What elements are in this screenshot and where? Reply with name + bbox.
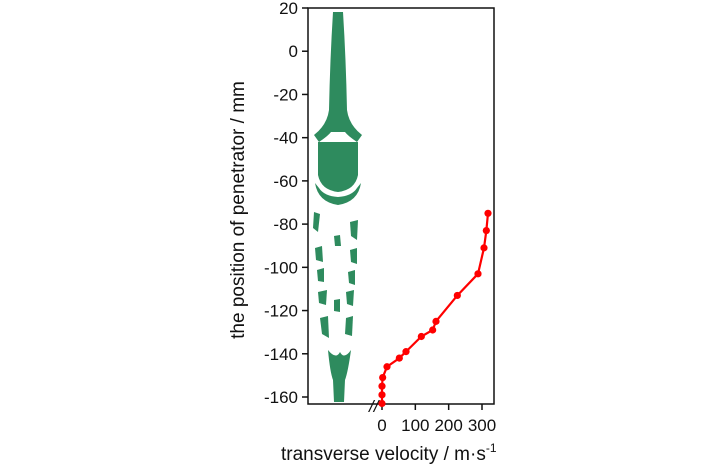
data-point (484, 209, 492, 217)
data-point (395, 354, 403, 362)
x-axis-title-superscript: -1 (486, 441, 497, 455)
y-tick-label: -140 (264, 345, 298, 364)
series-line (380, 213, 490, 404)
data-point (417, 332, 425, 341)
data-point (402, 348, 410, 356)
plot-frame (307, 7, 495, 405)
data-point (378, 399, 386, 408)
data-point (474, 270, 482, 278)
penetrator-body (318, 142, 358, 192)
penetrator-silhouette (313, 12, 362, 402)
data-point (429, 326, 437, 334)
penetrator-ring (315, 183, 361, 205)
x-axis-title: transverse velocity / m·s-1 (281, 441, 497, 465)
x-tick-label: 100 (401, 416, 429, 435)
series-group (378, 209, 492, 408)
x-axis-title-main: transverse velocity / m·s (281, 444, 486, 465)
penetrator-fragment (318, 290, 327, 305)
x-tick-label: 200 (434, 416, 462, 435)
y-tick-label: -120 (264, 302, 298, 321)
x-tick-label: 0 (377, 416, 386, 435)
penetrator-fragment (320, 316, 329, 338)
y-tick-label: 20 (279, 0, 298, 18)
y-tick-label: -160 (264, 388, 298, 407)
y-axis: 20 0 -20 -40 -60 -80 -100 -120 -140 -160 (264, 0, 308, 407)
y-axis-title: the position of penetrator / mm (228, 81, 249, 339)
penetrator-fragment (313, 212, 320, 232)
penetrator-fragment (317, 268, 324, 282)
penetrator-fragment (315, 246, 323, 262)
y-tick-label: -100 (264, 258, 298, 277)
y-tick-label: -40 (273, 129, 298, 148)
axis-break-mark: // (368, 397, 381, 416)
y-tick-label: -20 (273, 85, 298, 104)
y-tick-label: -60 (273, 172, 298, 191)
data-point (453, 291, 461, 300)
data-point (432, 317, 440, 325)
data-point (379, 373, 387, 382)
penetrator-fragment (334, 235, 341, 246)
penetrator-fragment (348, 270, 355, 285)
penetrator-fragment (346, 290, 354, 306)
data-point (378, 382, 386, 390)
data-point (378, 391, 386, 399)
x-axis: 0 100 200 300 (377, 404, 496, 435)
data-point (482, 226, 490, 235)
y-tick-label: -80 (273, 215, 298, 234)
penetrator-fragment (334, 299, 340, 312)
data-point (480, 244, 488, 252)
y-tick-label: 0 (289, 42, 298, 61)
penetrator-fragment (350, 220, 358, 240)
penetrator-fragment (345, 316, 353, 336)
penetrator-fragment (350, 248, 357, 264)
penetrator-shaft (314, 12, 362, 142)
data-point (383, 363, 391, 371)
x-tick-label: 300 (468, 416, 496, 435)
penetrator-tail (328, 350, 351, 402)
